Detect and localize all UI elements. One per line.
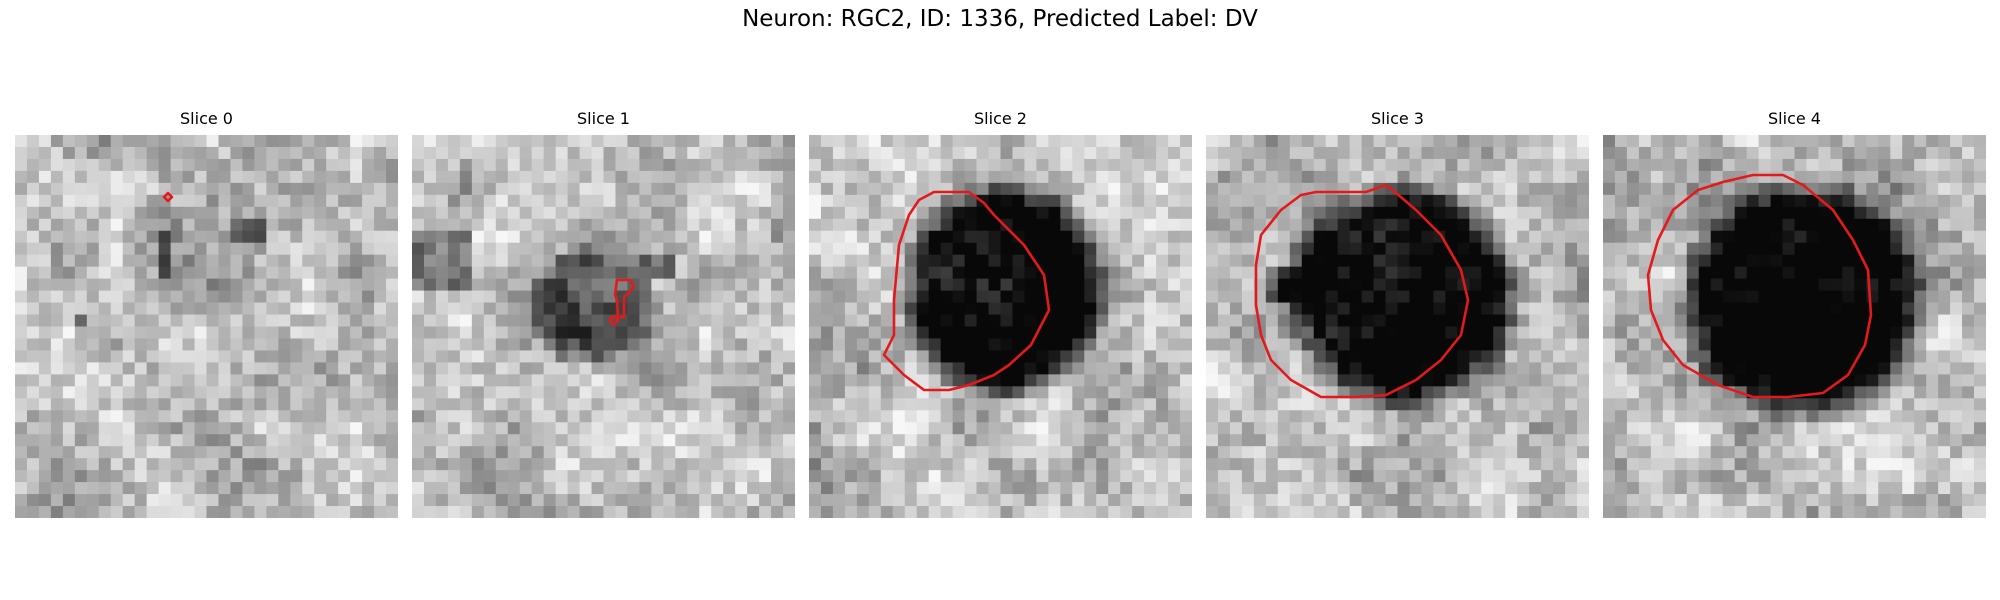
- slice-image: [1206, 135, 1589, 518]
- slice-panel-2: Slice 2: [809, 109, 1192, 518]
- mask-contour: [162, 191, 174, 203]
- mask-contour: [613, 278, 636, 319]
- slice-image: [809, 135, 1192, 518]
- slice-image: [15, 135, 398, 518]
- slice-panel-1: Slice 1: [412, 109, 795, 518]
- slice-panel-4: Slice 4: [1603, 109, 1986, 518]
- slice-title: Slice 0: [180, 109, 233, 128]
- slice-title: Slice 2: [974, 109, 1027, 128]
- slice-panel-0: Slice 0: [15, 109, 398, 518]
- mask-contour: [607, 314, 620, 327]
- slice-panel-3: Slice 3: [1206, 109, 1589, 518]
- slice-image: [1603, 135, 1986, 518]
- figure-title: Neuron: RGC2, ID: 1336, Predicted Label:…: [742, 6, 1258, 32]
- mask-contour: [882, 190, 1051, 392]
- slice-title: Slice 1: [577, 109, 630, 128]
- slice-title: Slice 4: [1768, 109, 1821, 128]
- mask-contour: [1646, 173, 1873, 399]
- slice-title: Slice 3: [1371, 109, 1424, 128]
- slice-image: [412, 135, 795, 518]
- mask-contour: [1254, 183, 1470, 399]
